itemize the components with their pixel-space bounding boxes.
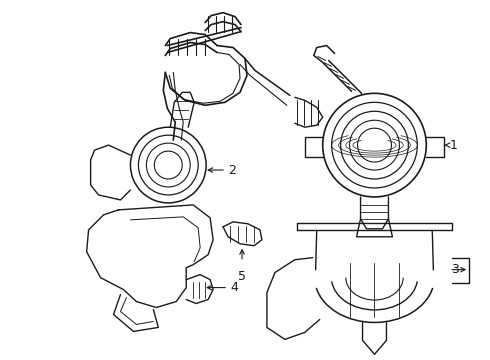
Text: 3: 3 [451, 263, 459, 276]
Text: 5: 5 [238, 270, 246, 283]
Text: 4: 4 [230, 281, 238, 294]
Text: 2: 2 [228, 163, 236, 176]
Text: 1: 1 [449, 139, 457, 152]
